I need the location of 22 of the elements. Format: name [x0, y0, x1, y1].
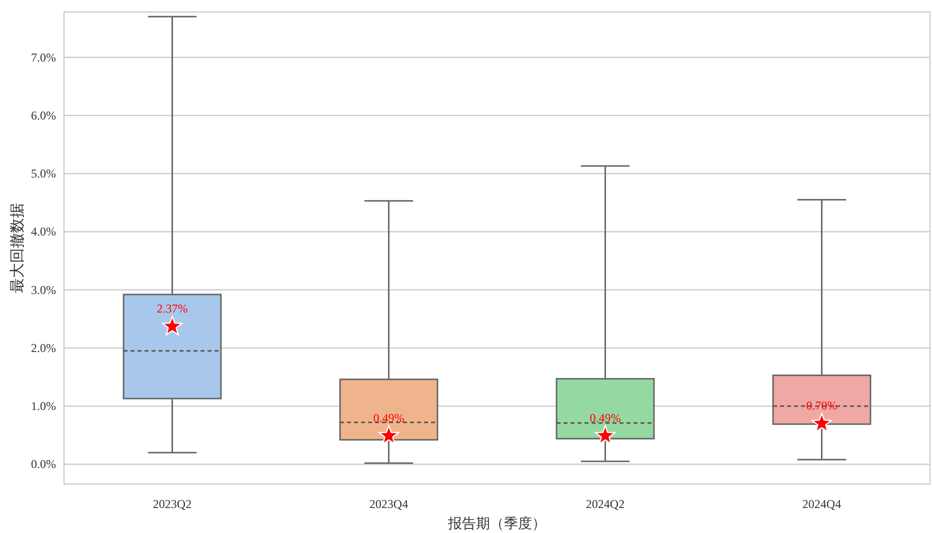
x-tick-label: 2024Q4: [802, 497, 842, 511]
point: [595, 425, 616, 444]
data-label: 0.70%: [806, 398, 838, 413]
x-tick-label: 2023Q4: [369, 497, 408, 511]
data-label: 0.49%: [373, 410, 404, 425]
y-tick-label: 4.0%: [31, 224, 56, 239]
y-tick-label: 2.0%: [31, 340, 56, 355]
y-tick-label: 5.0%: [31, 166, 56, 181]
y-tick-label: 0.0%: [31, 457, 56, 472]
y-tick-label: 7.0%: [31, 50, 56, 64]
data-label: 0.49%: [590, 410, 621, 425]
x-tick-label: 2023Q2: [152, 497, 192, 511]
y-tick-label: 1.0%: [31, 399, 56, 414]
point: [162, 316, 182, 336]
y-tick-label: 6.0%: [31, 108, 56, 122]
y-tick-label: 3.0%: [31, 282, 56, 297]
data-label: 2.37%: [156, 301, 188, 316]
point: [378, 425, 399, 444]
x-axis-title: 报告期（季度）: [447, 516, 546, 532]
x-tick-label: 2024Q2: [586, 497, 625, 511]
y-axis-title: 最大回撤数据: [9, 203, 26, 293]
point: [812, 412, 832, 432]
